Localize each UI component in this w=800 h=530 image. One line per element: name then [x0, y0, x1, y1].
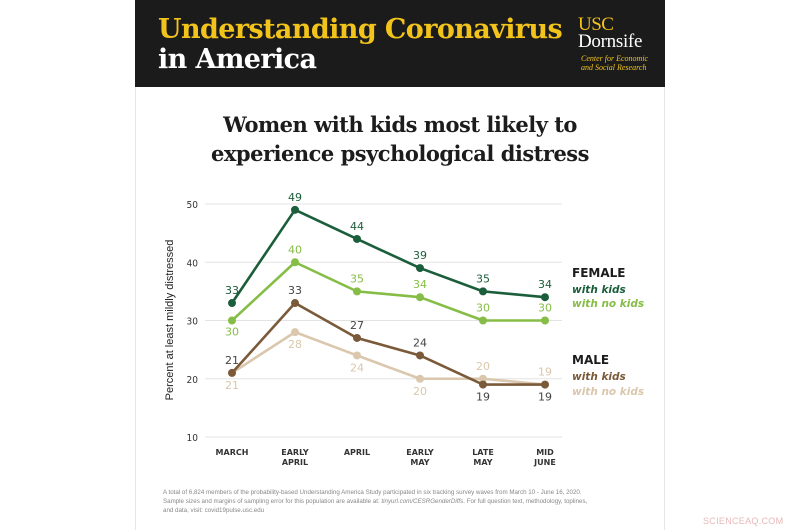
data-point	[541, 316, 549, 325]
x-tick-label: EARLY MAY	[406, 448, 434, 467]
gridlines	[205, 203, 562, 438]
data-label: 35	[350, 272, 364, 285]
header-title-line1: Understanding Coronavirus	[158, 14, 563, 45]
footnote-line1: A total of 6,824 members of the probabil…	[163, 489, 582, 496]
data-point	[541, 380, 549, 389]
x-tick-label: MARCH	[216, 448, 249, 457]
x-tick-label: APRIL	[344, 448, 370, 457]
data-label: 35	[476, 272, 490, 285]
chart-title-line1: Women with kids most likely to	[223, 112, 577, 137]
series-line-male-with-kids	[231, 301, 545, 386]
data-point	[353, 333, 361, 342]
footnote-line3: and data, visit: covid19pulse.usc.edu	[163, 507, 265, 514]
data-label: 24	[413, 336, 427, 349]
data-point	[479, 287, 487, 296]
x-tick-label: LATE MAY	[472, 448, 494, 467]
data-point	[479, 374, 487, 383]
y-tick-label: 40	[187, 258, 199, 269]
data-label: 30	[476, 302, 490, 315]
footnote: A total of 6,824 members of the probabil…	[163, 488, 643, 515]
y-axis-label: Percent at least mildly distressed	[164, 240, 176, 401]
data-point	[416, 374, 424, 383]
data-series	[228, 205, 549, 389]
data-point	[416, 351, 424, 360]
infographic-card	[135, 0, 665, 530]
data-point	[353, 287, 361, 296]
x-axis-ticks: MARCH EARLY APRIL APRIL EARLY MAY LATE MAY MID JU…	[216, 448, 556, 467]
y-tick-label: 30	[187, 317, 199, 328]
series-line-female-no-kids	[231, 260, 545, 322]
legend-female-no-kids: with no kids	[572, 298, 645, 310]
data-label: 21	[225, 354, 239, 367]
data-labels: 33 49 44 39 35 34 30 40 35 34 30 30 21 33 27 24 19 19 21 28…	[225, 191, 552, 404]
x-tick-label: EARLY APRIL	[281, 448, 309, 467]
footnote-line2-prefix: Sample sizes and margins of sampling err…	[163, 498, 382, 505]
data-point	[291, 205, 299, 214]
header-title-line2: in America	[158, 44, 317, 75]
data-label: 33	[225, 284, 239, 297]
data-label: 49	[288, 191, 302, 204]
legend-male-no-kids: with no kids	[572, 386, 645, 398]
data-point	[228, 368, 236, 377]
legend-female-heading: FEMALE	[572, 266, 626, 280]
data-point	[291, 258, 299, 267]
data-label: 39	[413, 249, 427, 262]
data-label: 44	[350, 220, 364, 233]
logo-subtitle-line1: Center for Economic	[581, 54, 649, 63]
data-label: 21	[225, 379, 239, 392]
y-tick-label: 50	[187, 200, 199, 211]
data-point	[541, 293, 549, 302]
data-point	[353, 351, 361, 360]
data-point	[353, 234, 361, 243]
data-label: 30	[225, 326, 239, 339]
footnote-line2-suffix: . For full question text, methodology, t…	[463, 498, 588, 505]
chart-title: Women with kids most likely to experienc…	[135, 110, 665, 168]
data-label: 40	[288, 243, 302, 256]
data-point	[416, 264, 424, 273]
data-label: 24	[350, 361, 364, 374]
usc-logo-text: USC	[578, 14, 614, 35]
legend-male-with-kids: with kids	[572, 371, 626, 383]
dornsife-logo-text: Dornsife	[578, 31, 643, 52]
legend-male-heading: MALE	[572, 353, 610, 367]
data-label: 19	[538, 366, 552, 379]
data-point	[291, 328, 299, 337]
y-tick-label: 20	[187, 375, 199, 386]
series-line-female-with-kids	[230, 208, 546, 304]
header-banner: Understanding Coronavirus in America USC…	[135, 0, 665, 87]
data-label: 33	[288, 284, 302, 297]
footnote-link[interactable]: tinyurl.com/CESRGenderDiffs	[381, 498, 464, 505]
data-point	[479, 380, 487, 389]
data-point	[228, 316, 236, 325]
chart-title-line2: experience psychological distress	[211, 141, 589, 166]
data-label: 28	[288, 338, 302, 351]
data-label: 34	[538, 278, 552, 291]
footnote-line2: Sample sizes and margins of sampling err…	[163, 497, 643, 506]
data-label: 27	[350, 319, 364, 332]
data-label: 30	[538, 302, 552, 315]
data-point	[416, 293, 424, 302]
data-point	[479, 316, 487, 325]
watermark: SCIENCEAQ.COM	[703, 516, 784, 526]
data-label: 20	[413, 385, 427, 398]
y-tick-label: 10	[187, 433, 199, 444]
logo-subtitle-line2: and Social Research	[581, 63, 647, 72]
data-point	[291, 299, 299, 308]
data-label: 19	[538, 391, 552, 404]
x-tick-label: MID JUNE	[533, 448, 556, 467]
data-label: 20	[476, 360, 490, 373]
legend-female-with-kids: with kids	[572, 284, 626, 296]
logo-subtitle: Center for Economic and Social Research	[581, 54, 661, 72]
data-point	[228, 299, 236, 308]
series-line-male-no-kids	[231, 330, 546, 386]
data-label: 34	[413, 278, 427, 291]
data-label: 19	[476, 391, 490, 404]
y-axis-ticks: 10 20 30 40 50	[187, 200, 199, 444]
